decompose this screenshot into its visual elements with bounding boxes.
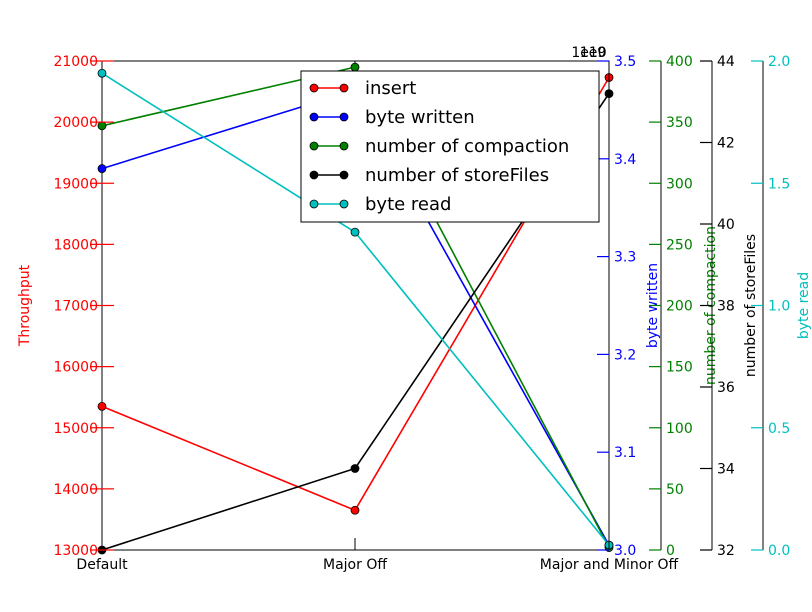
legend-marker (339, 170, 349, 180)
y-tick-label: 42 (717, 136, 735, 152)
data-point (97, 164, 107, 173)
offset-labels-group: 1e10 1e9 (571, 45, 606, 61)
y-tick-label: 3.1 (614, 445, 636, 461)
legend-label: number of compaction (365, 136, 569, 157)
legend-marker (339, 112, 349, 122)
y-axis-label: Throughput (17, 264, 33, 347)
x-tick-label: Major Off (323, 557, 387, 573)
y-tick-label: 17000 (53, 299, 98, 315)
y-tick-label: 36 (717, 380, 735, 396)
y-tick-label: 34 (717, 462, 735, 478)
axis-offset-label: 1e9 (580, 45, 606, 61)
axis-offset-label: 1e10 (571, 45, 606, 61)
data-point (350, 464, 360, 473)
legend: insert byte written number of compaction nu… (300, 70, 600, 223)
legend-label: byte read (365, 194, 451, 215)
legend-marker (339, 83, 349, 93)
y-tick-label: 400 (666, 54, 693, 70)
y-tick-label: 40 (717, 217, 735, 233)
x-tick-label: Default (76, 557, 128, 573)
data-point (350, 227, 360, 237)
plot-frame-group: Default Major Off Major and Minor Off (76, 60, 679, 573)
y-tick-label: 38 (717, 299, 735, 315)
y-tick-label: 1.0 (768, 299, 790, 315)
legend-marker (309, 141, 319, 151)
y-tick-label: 3.2 (614, 347, 636, 363)
y-tick-label: 0.5 (768, 421, 790, 437)
y-tick-label: 300 (666, 176, 693, 192)
y-tick-label: 100 (666, 421, 693, 437)
y-tick-label: 150 (666, 360, 693, 376)
legend-marker (339, 199, 349, 209)
y-tick-label: 20000 (53, 115, 98, 131)
legend-marker (309, 170, 319, 180)
data-point (97, 121, 107, 131)
legend-marker (309, 83, 319, 93)
y-tick-label: 15000 (53, 421, 98, 437)
y-tick-label: 0.0 (768, 543, 790, 559)
y-tick-label: 3.0 (614, 543, 636, 559)
y-tick-label: 200 (666, 299, 693, 315)
legend-label: insert (365, 78, 416, 99)
data-point (97, 68, 107, 78)
y-tick-label: 19000 (53, 176, 98, 192)
legend-marker (339, 141, 349, 151)
y-tick-label: 1.5 (768, 176, 790, 192)
y-tick-label: 32 (717, 543, 735, 559)
y-tick-label: 18000 (53, 237, 98, 253)
y-tick-label: 13000 (53, 543, 98, 559)
y-tick-label: 21000 (53, 54, 98, 70)
y-tick-label: 3.5 (614, 54, 636, 70)
y-tick-label: 44 (717, 54, 735, 70)
legend-label: byte written (365, 107, 475, 128)
legend-marker (309, 112, 319, 122)
y-tick-label: 250 (666, 237, 693, 253)
x-tick-label: Major and Minor Off (540, 557, 679, 573)
legend-box (300, 70, 600, 223)
y-tick-label: 0 (666, 543, 675, 559)
legend-label: number of storeFiles (365, 165, 549, 186)
y-axis-label: byte read (796, 272, 812, 339)
y-tick-label: 14000 (53, 482, 98, 498)
data-point (350, 62, 360, 72)
data-point (97, 401, 107, 411)
legend-marker (309, 199, 319, 209)
y-tick-label: 350 (666, 115, 693, 131)
data-point (350, 505, 360, 515)
y-tick-label: 50 (666, 482, 684, 498)
y-tick-label: 16000 (53, 360, 98, 376)
y-tick-label: 2.0 (768, 54, 790, 70)
y-tick-label: 3.4 (614, 152, 636, 168)
axes-group: 1300014000150001600017000180001900020000… (17, 54, 812, 559)
y-tick-label: 3.3 (614, 250, 636, 266)
